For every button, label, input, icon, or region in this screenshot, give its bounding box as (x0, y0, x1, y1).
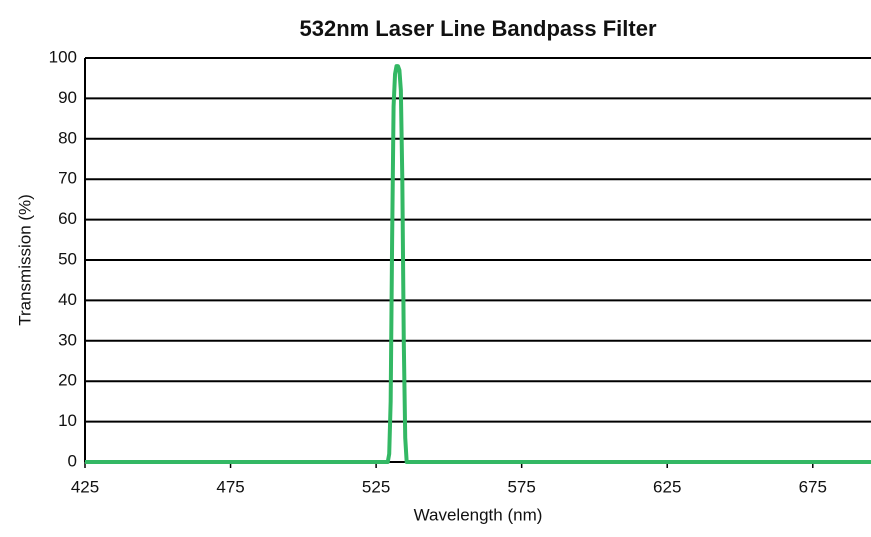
x-tick-label: 475 (216, 477, 244, 496)
y-axis-label: Transmission (%) (15, 194, 34, 326)
chart-title: 532nm Laser Line Bandpass Filter (299, 16, 656, 41)
y-tick-label: 40 (58, 290, 77, 309)
x-tick-label: 625 (653, 477, 681, 496)
y-tick-label: 70 (58, 169, 77, 188)
y-tick-label: 100 (49, 47, 77, 66)
y-tick-label: 80 (58, 128, 77, 147)
x-axis-label: Wavelength (nm) (414, 505, 543, 524)
y-tick-label: 10 (58, 411, 77, 430)
y-tick-label: 0 (68, 451, 77, 470)
y-tick-label: 90 (58, 88, 77, 107)
y-tick-label: 30 (58, 330, 77, 349)
line-series (85, 64, 871, 464)
y-tick-label: 60 (58, 209, 77, 228)
y-tick-label: 20 (58, 371, 77, 390)
x-tick-label: 575 (507, 477, 535, 496)
x-tick-label: 425 (71, 477, 99, 496)
x-tick-label: 525 (362, 477, 390, 496)
x-tick-label: 675 (799, 477, 827, 496)
y-tick-label: 50 (58, 249, 77, 268)
